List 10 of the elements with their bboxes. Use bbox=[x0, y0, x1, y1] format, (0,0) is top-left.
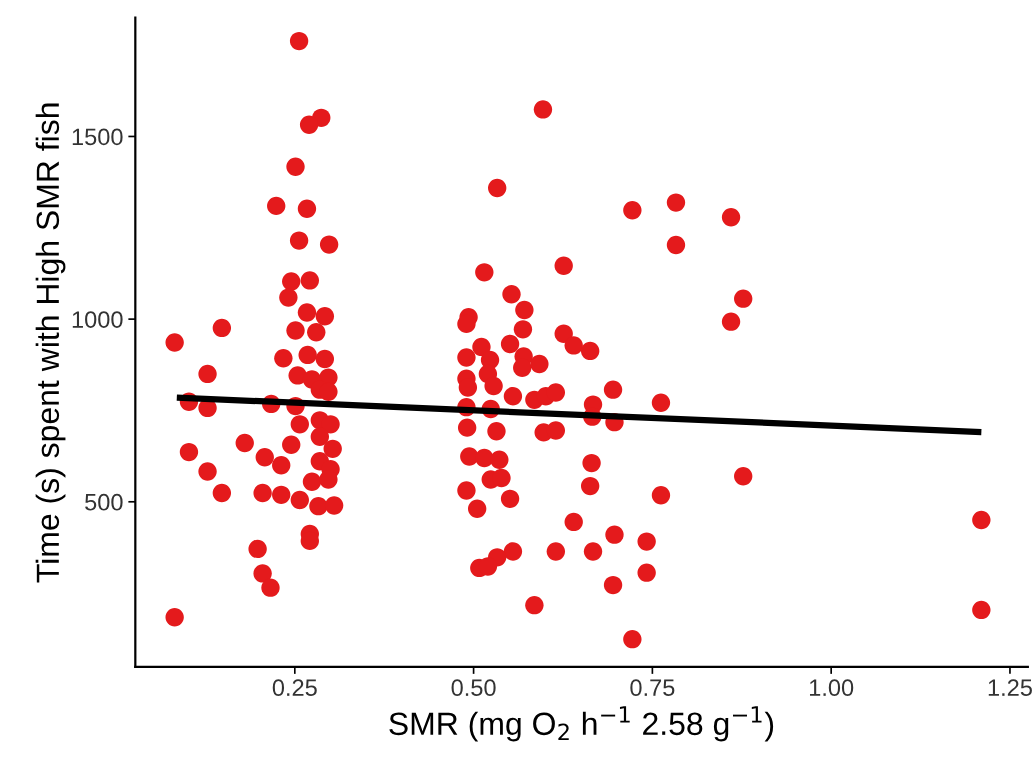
x-tick-label: 0.50 bbox=[451, 679, 496, 697]
x-tick-label: 1.25 bbox=[988, 679, 1032, 697]
y-axis-title: Time (s) spent with High SMR fish bbox=[35, 103, 66, 583]
x-tick-label: 0.25 bbox=[272, 679, 317, 697]
x-tick-label: 1.00 bbox=[809, 679, 854, 697]
x-tick-label: 0.75 bbox=[630, 679, 675, 697]
y-tick-label: 1000 bbox=[72, 311, 123, 328]
y-tick-label: 500 bbox=[85, 493, 123, 511]
x-axis-title: SMR (mg O$_{2}$ h$^{−1}$ 2.58 g$^{−1}$) bbox=[389, 706, 774, 742]
y-tick-label: 1500 bbox=[72, 128, 123, 146]
